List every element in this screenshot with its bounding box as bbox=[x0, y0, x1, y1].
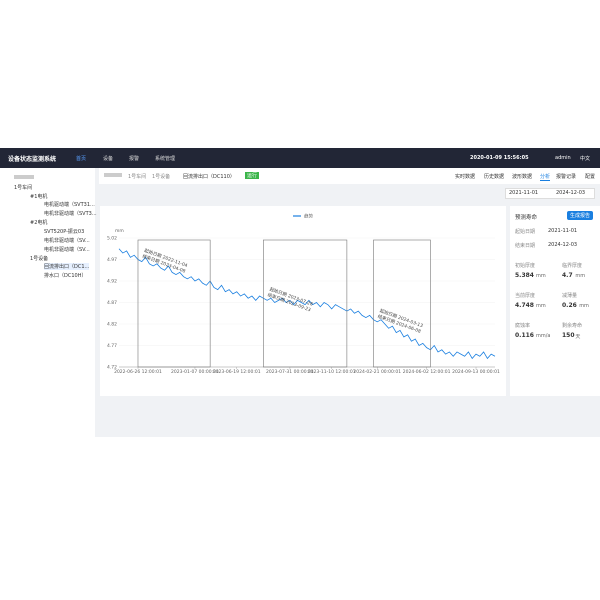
y-tick-label: 4.92 bbox=[107, 279, 117, 285]
report-button[interactable]: 生成报告 bbox=[567, 211, 594, 220]
tab[interactable]: 分析 bbox=[540, 174, 551, 181]
stat-label: 初始厚度 bbox=[515, 263, 536, 269]
field-label: 起始日期 bbox=[515, 229, 536, 235]
nav-item[interactable]: 首页 bbox=[76, 156, 87, 162]
user[interactable]: admin bbox=[555, 155, 571, 161]
panel-title: 预测寿命 bbox=[515, 215, 538, 221]
tab[interactable]: 配置 bbox=[585, 174, 596, 180]
x-tick-label: 2023-11-10 12:00:01 bbox=[308, 369, 356, 375]
y-tick-label: 4.97 bbox=[107, 257, 117, 263]
tree-node[interactable]: #1电机 bbox=[30, 194, 48, 200]
toolbar bbox=[99, 168, 600, 184]
stat-value: 0.116 bbox=[515, 332, 534, 339]
top-bar bbox=[0, 148, 600, 168]
field-label: 结束日期 bbox=[515, 243, 536, 249]
stat-value: 4.7 bbox=[562, 272, 573, 279]
tab[interactable]: 波形数据 bbox=[512, 174, 533, 180]
tree-node[interactable]: 排水口（DC10H） bbox=[44, 273, 87, 279]
y-unit: mm bbox=[115, 229, 124, 234]
field-value: 2024-12-03 bbox=[548, 242, 578, 248]
stat-label: 减薄量 bbox=[562, 293, 578, 299]
tab[interactable]: 实时数据 bbox=[455, 174, 476, 180]
stat-value: 0.26 bbox=[562, 302, 577, 309]
x-tick-label: 2024-06-02 12:00:01 bbox=[403, 369, 451, 375]
tree-node[interactable]: 电机非驱动端（SV... bbox=[44, 238, 90, 244]
date-start[interactable]: 2021-11-01 bbox=[509, 190, 539, 196]
blurred-root bbox=[14, 175, 34, 179]
x-tick-label: 2024-02-21 00:00:01 bbox=[353, 369, 401, 375]
app-title: 设备状态监测系统 bbox=[8, 156, 57, 163]
nav-item[interactable]: 系统管理 bbox=[155, 156, 176, 162]
legend-label: 趋势 bbox=[304, 213, 313, 220]
y-tick-label: 4.82 bbox=[107, 322, 117, 328]
stat-value: 5.384 bbox=[515, 272, 534, 279]
status-tag: 运行 bbox=[245, 172, 260, 179]
datetime: 2020-01-09 15:56:05 bbox=[470, 155, 529, 161]
crumb: 回流排出口（DC110） bbox=[183, 174, 235, 180]
stat-unit: mm bbox=[579, 302, 589, 309]
stat-label: 剩余寿命 bbox=[562, 323, 583, 329]
x-tick-label: 2023-01-07 00:00:01 bbox=[171, 369, 219, 375]
tree-node[interactable]: SVT520P-振云03 bbox=[44, 229, 85, 235]
x-tick-label: 2023-06-19 12:00:01 bbox=[213, 369, 261, 375]
nav-item[interactable]: 设备 bbox=[103, 156, 114, 162]
date-end[interactable]: 2024-12-03 bbox=[556, 190, 586, 196]
x-tick-label: 2022-06-26 12:00:01 bbox=[114, 369, 162, 375]
stat-unit: mm bbox=[575, 272, 586, 279]
date-range[interactable] bbox=[505, 188, 595, 199]
y-tick-label: 4.72 bbox=[107, 365, 117, 371]
stat-label: 临界厚度 bbox=[562, 263, 583, 269]
y-tick-label: 4.77 bbox=[107, 343, 117, 349]
x-tick-label: 2023-07-31 00:00:01 bbox=[266, 369, 314, 375]
language[interactable]: 中文 bbox=[580, 156, 591, 162]
tree-node[interactable]: 1号车间 bbox=[14, 185, 33, 191]
series-line bbox=[118, 248, 496, 360]
stat-unit: mm bbox=[536, 302, 546, 309]
tree-node[interactable]: 回流排出口（DC1... bbox=[44, 263, 90, 270]
tab[interactable]: 报警记录 bbox=[556, 174, 577, 180]
stat-value: 150 bbox=[562, 332, 575, 339]
stat-unit: mm bbox=[536, 272, 546, 279]
y-tick-label: 4.87 bbox=[107, 300, 117, 306]
nav-item[interactable]: 报警 bbox=[129, 156, 140, 162]
tree-node[interactable]: #2电机 bbox=[30, 220, 48, 226]
stat-label: 腐蚀率 bbox=[515, 323, 531, 329]
stat-value: 4.748 bbox=[515, 302, 534, 309]
field-value: 2021-11-01 bbox=[548, 228, 578, 234]
tree-node[interactable]: 电机非驱动端（SV... bbox=[44, 247, 90, 253]
stat-unit: mm/a bbox=[536, 332, 551, 339]
y-tick-label: 5.02 bbox=[107, 236, 117, 242]
x-tick-label: 2024-09-13 00:00:01 bbox=[452, 369, 500, 375]
panel bbox=[510, 206, 600, 396]
blurred-crumb bbox=[104, 173, 122, 177]
chart-card bbox=[100, 206, 506, 396]
tree-node[interactable]: 电机驱动端（SVT31... bbox=[44, 202, 95, 208]
prediction-window bbox=[263, 239, 348, 368]
tree-node[interactable]: 1号设备 bbox=[30, 256, 49, 262]
stat-unit: 天 bbox=[575, 333, 581, 340]
prediction-window bbox=[137, 239, 211, 368]
crumb[interactable]: 1号车间 bbox=[128, 174, 147, 180]
sidebar bbox=[0, 168, 95, 437]
prediction-window bbox=[373, 239, 431, 368]
stat-label: 当前厚度 bbox=[515, 293, 536, 299]
tab[interactable]: 历史数据 bbox=[484, 174, 505, 180]
crumb[interactable]: 1号设备 bbox=[152, 174, 171, 180]
tree-node[interactable]: 电机非驱动端（SVT3... bbox=[44, 211, 97, 217]
